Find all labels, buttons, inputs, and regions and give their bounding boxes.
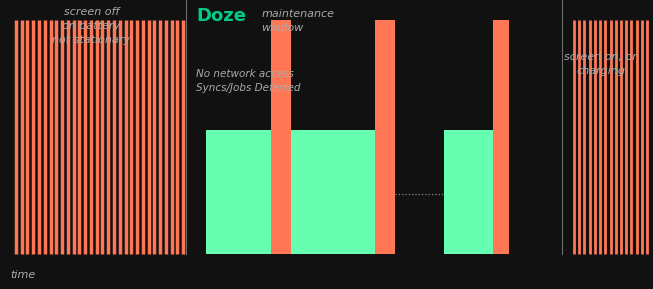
Text: time: time <box>10 270 35 279</box>
Text: screen off
on battery
not stationary: screen off on battery not stationary <box>52 7 131 45</box>
Text: Doze: Doze <box>196 7 246 25</box>
Bar <box>271 20 291 254</box>
Text: No network access
Syncs/Jobs Deferred: No network access Syncs/Jobs Deferred <box>196 69 300 93</box>
Bar <box>206 130 271 254</box>
Bar <box>375 20 395 254</box>
Bar <box>444 130 493 254</box>
Bar <box>493 20 509 254</box>
Text: screen on, or
charging: screen on, or charging <box>564 52 637 76</box>
Text: maintenance
window: maintenance window <box>261 9 334 33</box>
Bar <box>291 130 375 254</box>
